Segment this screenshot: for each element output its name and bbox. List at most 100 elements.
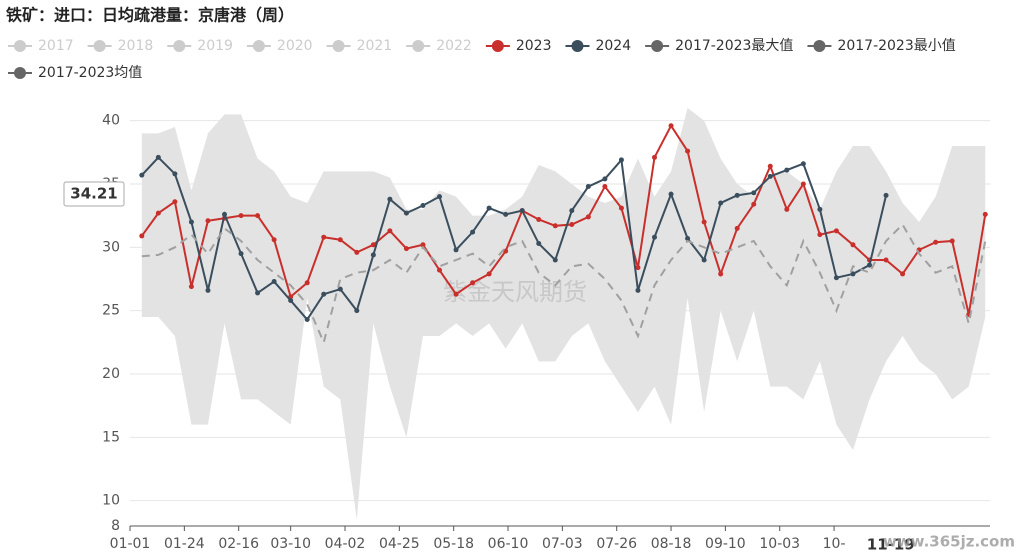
data-point [552,257,558,263]
x-tick-label: 10-03 [759,536,800,552]
data-point [652,154,658,160]
y-tick-label: 20 [102,366,120,382]
legend-marker [93,40,106,52]
data-point [602,176,608,182]
legend-label: 2023 [516,38,552,54]
data-point [833,275,839,281]
data-point [685,148,691,154]
legend-item[interactable]: 2023 [485,38,552,54]
mean-line [141,222,987,346]
data-point [370,242,376,248]
data-point [188,219,194,225]
data-point [172,171,178,177]
legend-label: 2020 [277,38,313,54]
data-point [883,257,889,263]
legend-item[interactable]: 2021 [326,38,393,54]
x-tick-label: 10- [823,536,846,552]
data-point [205,218,211,224]
watermark: 紫金天风期货 [443,278,587,306]
data-point [387,228,393,234]
legend-marker [813,40,826,52]
data-point [354,249,360,255]
legend-marker [332,40,345,52]
data-point [668,123,674,129]
data-point [337,237,343,243]
data-point [503,211,509,217]
y-tick-label: 8 [111,518,120,534]
footer-watermark: www.365jz.com [883,533,1015,551]
data-point [817,232,823,238]
data-point [486,205,492,211]
data-point [470,280,476,286]
data-point [255,290,261,296]
legend-item[interactable]: 2024 [565,38,631,54]
legend-marker [173,40,186,52]
x-tick-label: 08-18 [651,536,692,552]
data-point [618,205,624,211]
legend-item[interactable]: 2020 [246,38,313,54]
data-point [850,242,856,248]
range-band [141,108,986,520]
data-point [222,211,228,217]
data-point [337,286,343,292]
y-tick-label: 10 [102,493,120,509]
data-point [139,172,145,178]
data-point [635,287,641,293]
data-point [701,257,707,263]
data-point [668,191,674,197]
legend-item[interactable]: 2018 [87,38,154,54]
data-point [767,173,773,179]
legend-label: 2018 [118,38,154,54]
x-pointer-box [862,532,919,556]
data-point [238,213,244,219]
data-point [718,271,724,277]
x-tick-label: 04-25 [379,536,420,552]
x-tick-label: 09-10 [705,536,746,552]
data-point [453,247,459,253]
data-point [751,190,757,196]
data-point [800,161,806,167]
legend-label: 2017-2023最小值 [837,38,955,54]
data-point [585,214,591,220]
data-point [139,233,145,239]
legend-item[interactable]: 2017-2023最大值 [645,38,793,54]
legend-label: 2017 [38,38,74,54]
legend-item[interactable]: 2022 [406,38,472,54]
data-point [536,216,542,222]
legend-label: 2017-2023最大值 [675,38,793,54]
data-point [403,246,409,252]
y-tick-label: 25 [102,303,120,319]
data-point [900,271,906,277]
x-tick-label: 04-02 [325,536,366,552]
legend-label: 2021 [357,38,393,54]
legend-item[interactable]: 2017-2023最小值 [807,38,956,54]
legend-item[interactable]: 2019 [167,38,233,54]
data-point [387,196,393,202]
data-point [519,208,525,214]
data-point [437,194,443,200]
data-point [817,206,823,212]
legend-marker [412,40,425,52]
data-point [453,291,459,297]
data-point [321,291,327,297]
x-tick-label: 06-10 [488,536,529,552]
legend-item[interactable]: 2017-2023均值 [8,65,142,81]
x-tick-label: 03-10 [270,536,311,552]
data-point [552,223,558,229]
data-point [238,251,244,257]
series-line [141,155,888,322]
data-point [982,211,988,217]
data-point [304,317,310,323]
data-point [618,157,624,163]
data-point [569,222,575,228]
x-tick-label: 05-18 [433,536,474,552]
legend-marker [651,40,664,52]
data-point [486,271,492,277]
data-point [602,184,608,190]
data-point [933,239,939,245]
data-point [883,192,889,198]
data-point [701,219,707,225]
data-point [271,237,277,243]
data-point [304,280,310,286]
legend-item[interactable]: 2017 [8,38,74,54]
